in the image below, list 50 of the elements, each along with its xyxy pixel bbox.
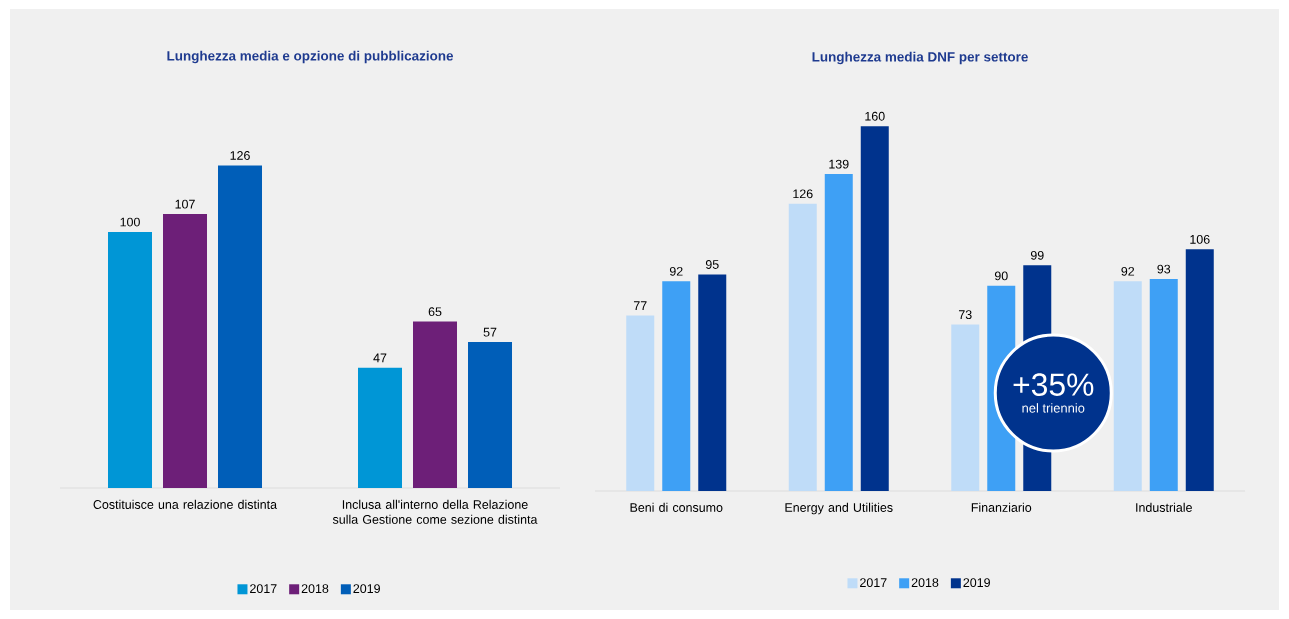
data-label: 93	[1157, 264, 1171, 274]
data-label: 73	[958, 310, 972, 320]
data-label: 57	[483, 327, 497, 337]
data-label: 106	[1190, 234, 1210, 244]
bar	[1113, 281, 1142, 491]
data-label: 139	[829, 159, 849, 169]
chart-title: Lunghezza media e opzione di pubblicazione	[167, 50, 454, 64]
chart-title: Lunghezza media DNF per settore	[812, 51, 1028, 65]
bar	[218, 165, 262, 488]
data-label: 92	[669, 266, 683, 276]
legend-label: 2019	[353, 584, 380, 594]
x-tick-label: Industriale	[1136, 502, 1192, 512]
legend-label: 2018	[911, 578, 939, 588]
data-label: 90	[994, 271, 1008, 281]
data-label: 107	[175, 199, 195, 209]
legend-label: 2019	[963, 578, 990, 588]
bar	[698, 274, 727, 491]
data-label: 100	[120, 217, 140, 227]
legend-label: 2017	[250, 584, 277, 594]
legend-label: 2017	[860, 578, 887, 588]
bar	[358, 367, 402, 488]
bar	[108, 232, 152, 488]
data-label: 160	[865, 111, 885, 121]
data-label: 99	[1030, 250, 1044, 260]
bar	[1185, 249, 1214, 491]
x-tick-label: Beni di consumo	[630, 502, 723, 512]
bar	[788, 203, 817, 491]
data-label: 126	[793, 189, 813, 199]
data-label: 77	[633, 301, 647, 310]
data-label: 126	[230, 151, 250, 160]
bar	[824, 174, 853, 491]
bar	[860, 126, 889, 491]
x-tick-label: Inclusa all'interno della Relazione sulla Gestione come sezione distinta	[332, 499, 538, 524]
data-label: 92	[1121, 266, 1135, 276]
bar	[413, 321, 457, 488]
bar	[163, 214, 207, 488]
x-tick-label: Energy and Utilities	[785, 502, 893, 515]
bar	[951, 324, 980, 491]
annotation: +35%	[1013, 373, 1094, 396]
bar	[1149, 278, 1178, 491]
annotation: nel triennio	[1022, 403, 1085, 413]
x-tick-label: Costituisce una relazione distinta	[93, 499, 278, 509]
bar	[468, 342, 513, 488]
data-label: 95	[705, 260, 719, 269]
bar	[662, 281, 691, 491]
data-label: 47	[373, 353, 387, 363]
legend-label: 2018	[301, 584, 329, 594]
x-tick-label: Finanziario	[971, 502, 1032, 512]
bar	[626, 315, 655, 491]
data-label: 65	[428, 307, 442, 317]
